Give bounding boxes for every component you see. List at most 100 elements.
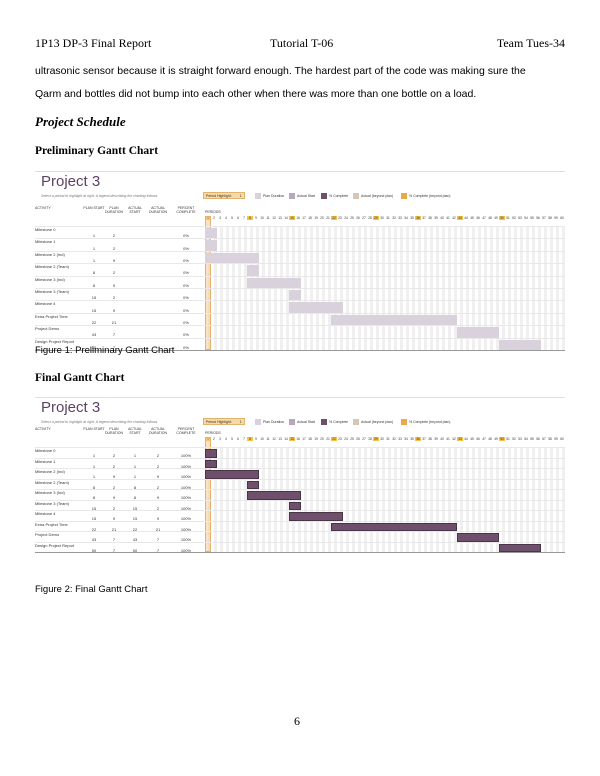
period-number: 44 [464, 216, 468, 220]
period-number: 46 [476, 216, 480, 220]
period-number: 7 [243, 437, 245, 441]
period-number: 57 [542, 437, 546, 441]
plan-duration-cell: 9 [112, 495, 116, 501]
plan-start-cell: 15 [91, 295, 97, 301]
table-row: Milestone 2 (Team) 8 2 0% [35, 263, 565, 276]
plan-duration-cell: 2 [112, 270, 116, 276]
period-number: 8 [247, 437, 253, 441]
legend-label: % Complete (beyond plan) [409, 194, 451, 198]
legend-item: Actual (beyond plan) [353, 193, 393, 199]
gantt-bar [289, 512, 343, 521]
period-number: 2 [213, 437, 215, 441]
activity-name: Project Demo [35, 326, 60, 332]
plan-start-cell: 15 [91, 516, 97, 522]
percent-cell: 0% [183, 270, 189, 276]
plan-start-cell: 8 [92, 282, 96, 288]
period-number: 58 [548, 437, 552, 441]
actual-start-cell: 15 [132, 516, 138, 522]
gantt-bar [205, 228, 217, 239]
percent-cell: 100% [180, 537, 192, 543]
period-number: 60 [560, 216, 564, 220]
top-rule [35, 397, 565, 398]
column-header: PLAN DURATION [104, 206, 124, 214]
percent-cell: 100% [180, 495, 192, 501]
period-number: 30 [380, 216, 384, 220]
percent-cell: 0% [183, 245, 189, 251]
column-header: PLAN DURATION [104, 427, 124, 435]
period-number: 3 [219, 437, 221, 441]
gantt-bar [247, 480, 259, 489]
plan-duration-cell: 2 [112, 484, 116, 490]
period-number: 46 [476, 437, 480, 441]
period-number: 19 [314, 216, 318, 220]
top-rule [35, 171, 565, 172]
period-number: 12 [272, 437, 276, 441]
section-title: Project Schedule [35, 114, 126, 129]
period-number: 12 [272, 216, 276, 220]
table-row: Milestone 4 15 9 15 9 100% [35, 510, 565, 522]
table-row: Milestone 3 (Ind) 8 9 0% [35, 275, 565, 289]
period-number: 26 [356, 437, 360, 441]
figure-2-caption: Figure 2: Final Gantt Chart [35, 584, 148, 595]
activity-name: Milestone 1 [35, 458, 56, 464]
period-number: 36 [415, 216, 421, 220]
plan-start-cell: 15 [91, 307, 97, 313]
period-number: 28 [368, 216, 372, 220]
table-row: Milestone 1 1 2 0% [35, 238, 565, 251]
period-number: 26 [356, 216, 360, 220]
table-row: Design Project Report 50 7 50 7 100% [35, 541, 565, 554]
period-number: 32 [392, 216, 396, 220]
period-number: 4 [225, 216, 227, 220]
bottom-rule [35, 350, 565, 351]
period-number: 20 [320, 216, 324, 220]
gantt-bar [331, 314, 457, 326]
period-number: 51 [506, 437, 510, 441]
activity-name: Milestone 2 (Team) [35, 479, 70, 485]
activity-name: Milestone 3 (Team) [35, 500, 70, 506]
activity-name: Milestone 1 [35, 239, 56, 245]
legend-item: Plan Duration [255, 419, 284, 425]
activity-name: Milestone 2 (Team) [35, 264, 70, 270]
activity-name: Milestone 0 [35, 227, 56, 232]
plan-start-cell: 43 [91, 332, 97, 338]
period-number: 52 [512, 437, 516, 441]
period-number: 40 [440, 216, 444, 220]
period-number: 6 [237, 216, 239, 220]
percent-cell: 100% [180, 463, 192, 469]
periods-label: PERIODS [205, 210, 221, 214]
period-number: 16 [296, 216, 300, 220]
period-number: 53 [518, 437, 522, 441]
period-number: 29 [373, 437, 379, 441]
plan-start-cell: 43 [91, 537, 97, 543]
gantt-bar [247, 491, 301, 500]
percent-cell: 0% [183, 344, 189, 350]
plan-duration-cell: 2 [112, 453, 116, 459]
gantt-bar [289, 501, 301, 510]
period-number: 57 [542, 216, 546, 220]
period-number: 30 [380, 437, 384, 441]
paragraph-line: Qarm and bottles did not bump into each … [35, 88, 477, 100]
table-row: Milestone 2 (Ind) 1 9 1 9 100% [35, 468, 565, 480]
period-number: 23 [338, 216, 342, 220]
period-number: 41 [446, 216, 450, 220]
percent-cell: 100% [180, 453, 192, 459]
period-number: 22 [331, 216, 337, 220]
legend-label: % Complete [329, 420, 349, 424]
period-number: 15 [289, 437, 295, 441]
period-number: 34 [404, 437, 408, 441]
prelim-heading: Preliminary Gantt Chart [35, 145, 159, 157]
legend-swatch [401, 193, 407, 199]
period-number: 27 [362, 216, 366, 220]
plan-start-cell: 8 [92, 484, 96, 490]
legend-item: Actual (beyond plan) [353, 419, 393, 425]
legend-label: Plan Duration [263, 194, 285, 198]
percent-cell: 0% [183, 319, 189, 325]
activity-name: Milestone 4 [35, 301, 56, 307]
gantt-title: Project 3 [41, 399, 101, 416]
activity-name: Design Project Report [35, 542, 75, 548]
percent-cell: 0% [183, 257, 189, 263]
plan-duration-cell: 21 [111, 319, 117, 325]
actual-duration-cell: 9 [156, 495, 160, 501]
period-highlight-value: 1 [239, 194, 242, 198]
